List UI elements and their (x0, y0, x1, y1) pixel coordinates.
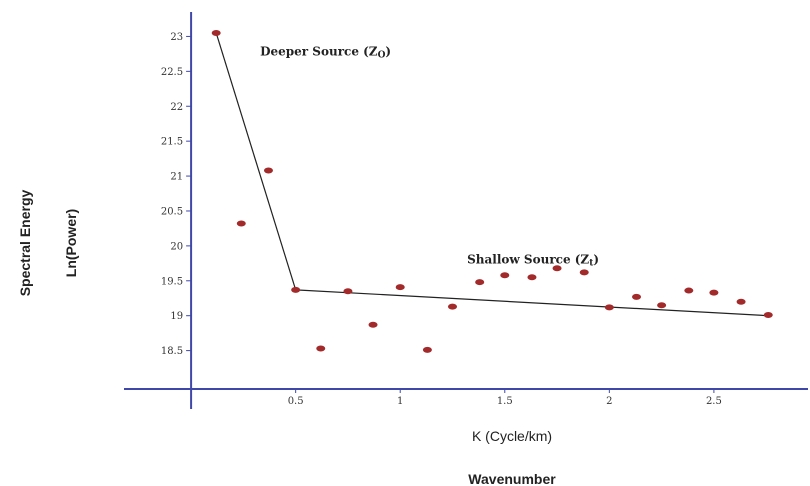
y-tick-label: 22.5 (161, 67, 183, 78)
x-tick-label: 2.5 (706, 396, 722, 407)
y-tick-label: 21.5 (161, 137, 183, 148)
data-points (211, 29, 773, 353)
data-point (500, 272, 510, 279)
data-point (368, 321, 378, 328)
data-point (604, 304, 614, 311)
data-point (236, 220, 246, 227)
data-point (343, 288, 353, 295)
data-point (736, 298, 746, 305)
data-point (552, 265, 562, 272)
data-point (316, 345, 326, 352)
y-tick-label: 20.5 (161, 206, 183, 217)
y-tick-label: 19 (170, 311, 183, 322)
data-point (211, 29, 221, 36)
data-point (763, 311, 773, 318)
y-tick-label: 22 (170, 102, 183, 113)
data-point (684, 287, 694, 294)
fit-line (295, 289, 769, 317)
y-tick-label: 20 (170, 241, 183, 252)
data-point (422, 346, 432, 353)
x-tick-labels: 0.5 1 1.5 2 2.5 (288, 396, 722, 407)
fit-line (215, 32, 297, 291)
data-point (579, 269, 589, 276)
data-point (632, 293, 642, 300)
y-axis-label: Spectral Energy (17, 189, 33, 296)
annotations: Deeper Source (ZO) Shallow Source (Zt) (260, 44, 599, 268)
data-point (709, 289, 719, 296)
data-point (475, 279, 485, 286)
annotation: Deeper Source (ZO) (260, 44, 391, 60)
data-point (527, 274, 537, 281)
data-point (263, 167, 273, 174)
y-tick-label: 19.5 (161, 276, 183, 287)
y-axis-label-secondary: Ln(Power) (63, 209, 79, 277)
y-tick-label: 18.5 (161, 346, 183, 357)
x-tick-label: 0.5 (288, 396, 304, 407)
data-point (291, 286, 301, 293)
data-point (657, 302, 667, 309)
y-tick-label: 23 (170, 32, 183, 43)
y-tick-label: 21 (170, 172, 183, 183)
fit-lines (215, 32, 769, 317)
x-axis-label-secondary: Wavenumber (468, 471, 556, 486)
x-tick-label: 1 (397, 396, 403, 407)
data-point (395, 284, 405, 291)
annotation: Shallow Source (Zt) (467, 252, 599, 268)
x-tick-label: 2 (606, 396, 612, 407)
data-point (447, 303, 457, 310)
y-tick-labels: 18.5 19 19.5 20 20.5 21 21.5 22 22.5 23 (161, 32, 183, 357)
x-tick-label: 1.5 (497, 396, 513, 407)
x-axis-label: K (Cycle/km) (472, 428, 552, 444)
